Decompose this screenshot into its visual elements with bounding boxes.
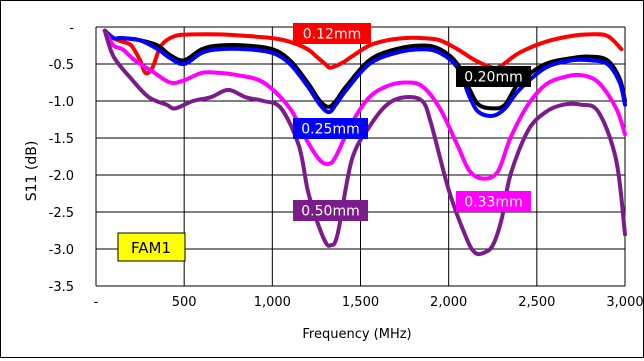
x-tick-label: 1,000 — [254, 295, 291, 310]
y-axis-label: S11 (dB) — [24, 141, 40, 202]
y-tick-label: -3.5 — [49, 280, 74, 295]
x-tick-label: 2,000 — [430, 295, 467, 310]
fam1-annotation: FAM1 — [117, 232, 186, 262]
fam1-annotation-text: FAM1 — [131, 239, 171, 257]
series-label-box — [456, 191, 531, 212]
series-label-box — [293, 118, 368, 139]
series-label-box — [293, 200, 368, 221]
x-tick-label: 1,500 — [342, 295, 379, 310]
series-line-0-20mm — [102, 28, 627, 111]
y-tick-label: - — [69, 21, 74, 36]
series-label-box — [456, 66, 531, 87]
series-label-text: 0.25mm — [301, 122, 359, 138]
x-tick-label: 500 — [172, 295, 197, 310]
series-label-0-50mm: 0.50mm — [293, 200, 368, 221]
series-label-box — [293, 23, 371, 44]
series-label-text: 0.12mm — [303, 27, 361, 43]
y-tick-label: -3.0 — [49, 243, 74, 258]
series-label-0-20mm: 0.20mm — [456, 66, 531, 87]
series-labels: 0.12mm 0.20mm 0.25mm 0.33mm 0.50mm — [293, 23, 531, 221]
series-label-text: 0.50mm — [301, 204, 359, 220]
series-line-0-33mm — [102, 28, 627, 181]
y-tick-label: -1.0 — [49, 95, 74, 110]
y-tick-label: -0.5 — [49, 58, 74, 73]
series-label-0-33mm: 0.33mm — [456, 191, 531, 212]
x-tick-label: 3,000 — [606, 295, 643, 310]
series-label-0-25mm: 0.25mm — [293, 118, 368, 139]
x-axis-label: Frequency (MHz) — [302, 327, 411, 342]
fam1-annotation-box — [117, 232, 186, 262]
series-label-text: 0.20mm — [464, 70, 522, 86]
x-tick-label: 2,500 — [518, 295, 555, 310]
series-label-text: 0.33mm — [464, 195, 522, 211]
y-tick-label: -2.5 — [49, 206, 74, 221]
x-tick-label: - — [94, 295, 99, 310]
series-line-0-25mm — [102, 28, 627, 118]
y-tick-label: -2.0 — [49, 169, 74, 184]
y-tick-label: -1.5 — [49, 132, 74, 147]
ticks: - 500 1,000 1,500 2,000 2,500 3,000 - -0.5 -1.0 -1… — [49, 21, 644, 310]
series-label-0-12mm: 0.12mm — [293, 23, 371, 44]
